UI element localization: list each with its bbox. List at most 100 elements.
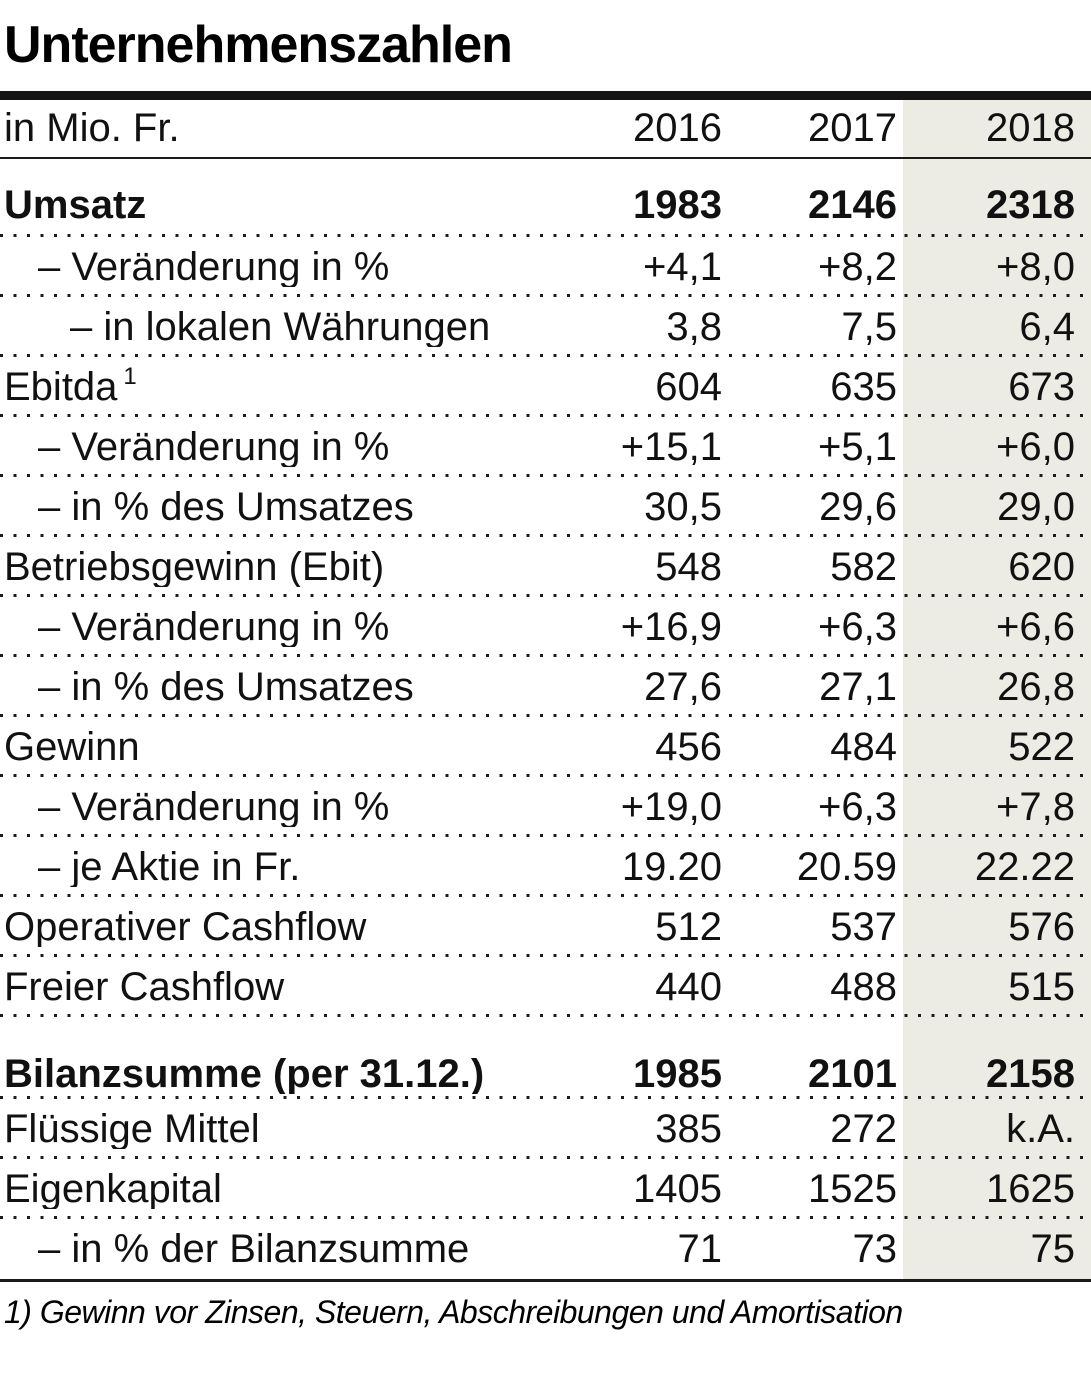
col-header-2018: 2018 xyxy=(986,106,1075,151)
row-label: Betriebsgewinn (Ebit) xyxy=(0,547,560,587)
cell-2017: 582 xyxy=(830,544,897,589)
table-row: Umsatz 1983 2146 2318 xyxy=(0,159,1091,237)
row-label: Flüssige Mittel xyxy=(0,1109,560,1149)
cell-2016: 3,8 xyxy=(666,304,722,349)
table-row: Ebitda 1 604 635 673 xyxy=(0,357,1091,417)
cell-2016: +19,0 xyxy=(620,784,722,829)
cell-2016: 30,5 xyxy=(644,484,722,529)
row-label-text: – in % des Umsatzes xyxy=(38,666,414,707)
table-header-row: in Mio. Fr. 2016 2017 2018 xyxy=(0,100,1091,159)
cell-2017: 488 xyxy=(830,964,897,1009)
row-label-text: – in % der Bilanzsumme xyxy=(38,1228,470,1269)
cell-2016: 19.20 xyxy=(621,844,722,889)
section-gap xyxy=(0,1017,1091,1049)
cell-2016: 385 xyxy=(655,1106,722,1151)
cell-2018: 22.22 xyxy=(974,844,1075,889)
row-label: – Veränderung in % xyxy=(0,247,560,287)
table-row: – je Aktie in Fr. 19.20 20.59 22.22 xyxy=(0,837,1091,897)
cell-2017: 484 xyxy=(830,724,897,769)
cell-2018: 26,8 xyxy=(997,664,1075,709)
unit-label: in Mio. Fr. xyxy=(4,108,180,149)
cell-2018: 2158 xyxy=(986,1051,1075,1096)
cell-2017: +8,2 xyxy=(818,244,897,289)
table-row: – in % des Umsatzes 30,5 29,6 29,0 xyxy=(0,477,1091,537)
col-header-2017: 2017 xyxy=(808,106,897,151)
row-label: Ebitda 1 xyxy=(0,367,560,407)
table-row: Bilanzsumme (per 31.12.) 1985 2101 2158 xyxy=(0,1049,1091,1099)
cell-2017: 1525 xyxy=(808,1166,897,1211)
cell-2017: 635 xyxy=(830,364,897,409)
cell-2018: 673 xyxy=(1008,364,1075,409)
row-label: Gewinn xyxy=(0,727,560,767)
cell-2018: +8,0 xyxy=(996,244,1075,289)
row-label-text: Gewinn xyxy=(4,726,140,767)
footnote: 1) Gewinn vor Zinsen, Steuern, Abschreib… xyxy=(4,1293,903,1330)
table-row: Operativer Cashflow 512 537 576 xyxy=(0,897,1091,957)
cell-2018: +7,8 xyxy=(996,784,1075,829)
cell-2017: +6,3 xyxy=(818,784,897,829)
table-row: – Veränderung in % +15,1 +5,1 +6,0 xyxy=(0,417,1091,477)
table-row: Flüssige Mittel 385 272 k.A. xyxy=(0,1099,1091,1159)
cell-2018: 6,4 xyxy=(1019,304,1075,349)
cell-2016: 548 xyxy=(655,544,722,589)
infographic-page: { "chart_data": { "type": "table", "titl… xyxy=(0,16,1091,1375)
cell-2017: 7,5 xyxy=(841,304,897,349)
cell-2018: 1625 xyxy=(986,1166,1075,1211)
row-label-text: Betriebsgewinn (Ebit) xyxy=(4,546,385,587)
row-label-text: Bilanzsumme (per 31.12.) xyxy=(4,1053,485,1094)
row-label-text: – Veränderung in % xyxy=(38,426,390,467)
row-label-text: Eigenkapital xyxy=(4,1168,222,1209)
cell-2016: 604 xyxy=(655,364,722,409)
cell-2018: 75 xyxy=(1030,1226,1076,1271)
row-label-text: Umsatz xyxy=(4,184,147,225)
cell-2017: 272 xyxy=(830,1106,897,1151)
row-label-text: Freier Cashflow xyxy=(4,966,285,1007)
cell-2016: +15,1 xyxy=(620,424,722,469)
row-label-text: Flüssige Mittel xyxy=(4,1108,260,1149)
cell-2017: 2101 xyxy=(808,1051,897,1096)
row-label: – Veränderung in % xyxy=(0,787,560,827)
table-row: Gewinn 456 484 522 xyxy=(0,717,1091,777)
cell-2018: 620 xyxy=(1008,544,1075,589)
cell-2018: k.A. xyxy=(1006,1106,1075,1151)
row-label: – Veränderung in % xyxy=(0,427,560,467)
row-label: – in % des Umsatzes xyxy=(0,487,560,527)
cell-2016: 456 xyxy=(655,724,722,769)
row-label: Operativer Cashflow xyxy=(0,907,560,947)
table-row: – Veränderung in % +16,9 +6,3 +6,6 xyxy=(0,597,1091,657)
row-label: – in % der Bilanzsumme xyxy=(0,1229,560,1269)
cell-2017: 29,6 xyxy=(819,484,897,529)
table-row: – Veränderung in % +4,1 +8,2 +8,0 xyxy=(0,237,1091,297)
cell-2016: 1985 xyxy=(633,1051,722,1096)
row-label: – Veränderung in % xyxy=(0,607,560,647)
row-label-text: – Veränderung in % xyxy=(38,606,390,647)
row-label: Bilanzsumme (per 31.12.) xyxy=(0,1054,560,1094)
cell-2016: 1405 xyxy=(633,1166,722,1211)
row-label: – je Aktie in Fr. xyxy=(0,847,560,887)
cell-2017: +6,3 xyxy=(818,604,897,649)
table-body: Umsatz 1983 2146 2318 – Veränderung in %… xyxy=(0,159,1091,1279)
cell-2018: 576 xyxy=(1008,904,1075,949)
cell-2016: 440 xyxy=(655,964,722,1009)
table-row: Eigenkapital 1405 1525 1625 xyxy=(0,1159,1091,1219)
cell-2016: +4,1 xyxy=(643,244,722,289)
row-label: Eigenkapital xyxy=(0,1169,560,1209)
cell-2018: 522 xyxy=(1008,724,1075,769)
cell-2018: +6,6 xyxy=(996,604,1075,649)
row-label-text: – Veränderung in % xyxy=(38,786,390,827)
row-label: – in lokalen Währungen xyxy=(0,307,560,347)
cell-2017: 20.59 xyxy=(796,844,897,889)
cell-2017: +5,1 xyxy=(818,424,897,469)
cell-2016: 512 xyxy=(655,904,722,949)
financial-table: in Mio. Fr. 2016 2017 2018 Umsatz 1983 2… xyxy=(0,99,1091,1282)
cell-2018: 29,0 xyxy=(997,484,1075,529)
cell-2016: 71 xyxy=(677,1226,723,1271)
row-label: – in % des Umsatzes xyxy=(0,667,560,707)
page-title: Unternehmenszahlen xyxy=(4,16,513,74)
cell-2018: +6,0 xyxy=(996,424,1075,469)
cell-2017: 27,1 xyxy=(819,664,897,709)
cell-2016: +16,9 xyxy=(620,604,722,649)
table-row: Betriebsgewinn (Ebit) 548 582 620 xyxy=(0,537,1091,597)
cell-2017: 537 xyxy=(830,904,897,949)
row-label-text: Operativer Cashflow xyxy=(4,906,367,947)
